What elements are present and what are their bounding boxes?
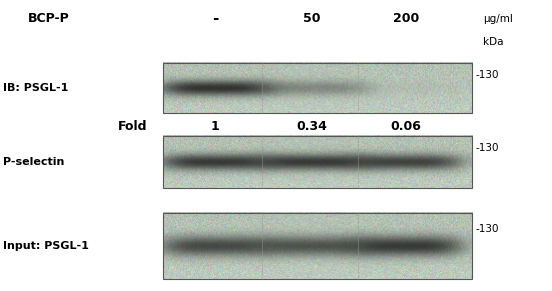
Text: -130: -130 (476, 70, 500, 80)
Text: 0.34: 0.34 (296, 120, 327, 133)
Text: Input: PSGL-1: Input: PSGL-1 (3, 241, 89, 251)
Bar (163, 136, 472, 188)
Text: 1: 1 (211, 120, 220, 133)
Text: BCP-P: BCP-P (28, 13, 70, 25)
Text: 50: 50 (303, 13, 321, 25)
Text: -130: -130 (476, 143, 500, 153)
Text: 0.06: 0.06 (390, 120, 421, 133)
Text: kDa: kDa (483, 37, 503, 47)
Text: -: - (212, 11, 219, 26)
Text: Fold: Fold (118, 120, 147, 133)
Text: P-selectin: P-selectin (3, 157, 64, 166)
Text: μg/ml: μg/ml (483, 14, 513, 24)
Text: IB: PSGL-1: IB: PSGL-1 (3, 83, 68, 93)
Text: 200: 200 (392, 13, 419, 25)
Text: -130: -130 (476, 224, 500, 234)
Bar (163, 213, 472, 279)
Bar (163, 63, 472, 113)
